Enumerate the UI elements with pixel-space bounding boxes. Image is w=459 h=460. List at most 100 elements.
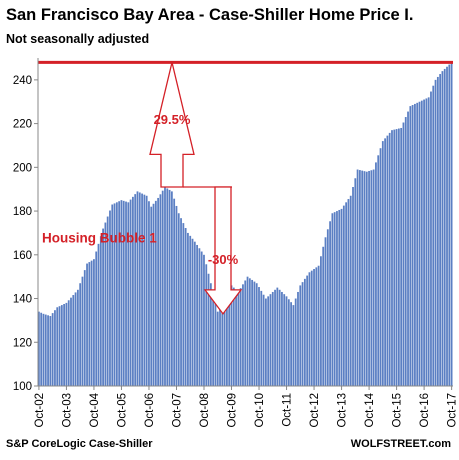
bar [381, 141, 384, 386]
bar [349, 195, 352, 386]
bar [125, 201, 127, 386]
bar [450, 62, 453, 387]
bar [152, 203, 155, 386]
bar [132, 196, 134, 386]
bar [411, 105, 414, 386]
bar [198, 248, 201, 386]
bar [414, 103, 416, 387]
bar [342, 205, 345, 386]
x-tick-label: Oct-02 [34, 393, 46, 428]
bar [338, 209, 341, 386]
bar [368, 170, 370, 386]
bar [97, 243, 100, 386]
bar [264, 298, 267, 386]
bar [372, 169, 375, 386]
bar [425, 98, 428, 386]
bar [44, 314, 47, 386]
bar [407, 111, 409, 386]
bar [205, 264, 208, 386]
site-label: WOLFSTREET.com [350, 438, 451, 450]
bar [182, 223, 185, 386]
bar [154, 200, 157, 386]
bar [157, 197, 160, 386]
bar [148, 201, 150, 386]
bar [404, 117, 407, 386]
bar [315, 267, 318, 386]
bar [191, 238, 194, 386]
bar [377, 155, 380, 386]
bar [180, 218, 182, 386]
bar [299, 285, 302, 386]
x-tick-label: Oct-14 [364, 392, 376, 427]
bar [267, 296, 270, 386]
bar [226, 295, 228, 386]
annotation-layer: 29.5% -30% Housing Bubble 1 [38, 60, 453, 315]
y-tick-label: 100 [13, 381, 32, 393]
bar [384, 138, 387, 386]
bar [235, 289, 237, 386]
bar [230, 285, 233, 386]
bar [331, 213, 334, 386]
bar [246, 276, 249, 386]
bar [120, 200, 123, 386]
bar [111, 204, 114, 386]
bar [63, 304, 66, 386]
bar [189, 235, 192, 386]
bar [297, 291, 299, 386]
bar [278, 289, 281, 386]
bar [164, 187, 166, 386]
bar [115, 202, 118, 386]
bar [76, 289, 79, 386]
y-tick-label: 240 [13, 75, 32, 87]
bar [358, 170, 361, 386]
bar [42, 313, 45, 386]
bar [416, 102, 419, 386]
bar [74, 292, 77, 386]
bar [177, 213, 180, 386]
bar [260, 290, 263, 386]
bar [221, 304, 224, 386]
bar [400, 127, 403, 386]
bar [196, 244, 198, 386]
bar [209, 283, 212, 386]
increase-percent-label: 29.5% [154, 112, 191, 127]
bar [93, 259, 95, 386]
bar [310, 270, 313, 386]
housing-bubble-label: Housing Bubble 1 [42, 230, 157, 245]
x-tick-label: Oct-03 [61, 393, 73, 428]
bar [40, 312, 43, 386]
decrease-arrow [203, 186, 243, 315]
bar [287, 299, 290, 386]
source-label: S&P CoreLogic Case-Shiller [6, 438, 153, 450]
bar [244, 280, 247, 386]
bar [106, 216, 109, 386]
bar [216, 311, 219, 386]
bar [322, 246, 325, 386]
bar [397, 128, 400, 386]
bar [248, 278, 251, 386]
bar [228, 290, 231, 386]
bar [439, 74, 442, 386]
bar [81, 276, 84, 386]
bar [283, 294, 286, 386]
bar [223, 300, 226, 386]
bar [391, 130, 393, 386]
bar-series [38, 62, 453, 387]
bar [294, 298, 297, 386]
bar [409, 106, 412, 387]
bar [159, 194, 162, 386]
y-tick-label: 120 [13, 337, 32, 349]
bar [386, 135, 389, 386]
bar [47, 315, 49, 386]
bar [418, 101, 421, 386]
bar [274, 289, 276, 386]
bar [365, 171, 368, 386]
bar [141, 193, 143, 386]
bar [237, 291, 240, 386]
y-tick-label: 140 [13, 294, 32, 306]
bar [122, 200, 125, 386]
bar [187, 232, 189, 386]
bar [184, 228, 187, 386]
bar [143, 194, 146, 386]
bar [212, 292, 215, 386]
